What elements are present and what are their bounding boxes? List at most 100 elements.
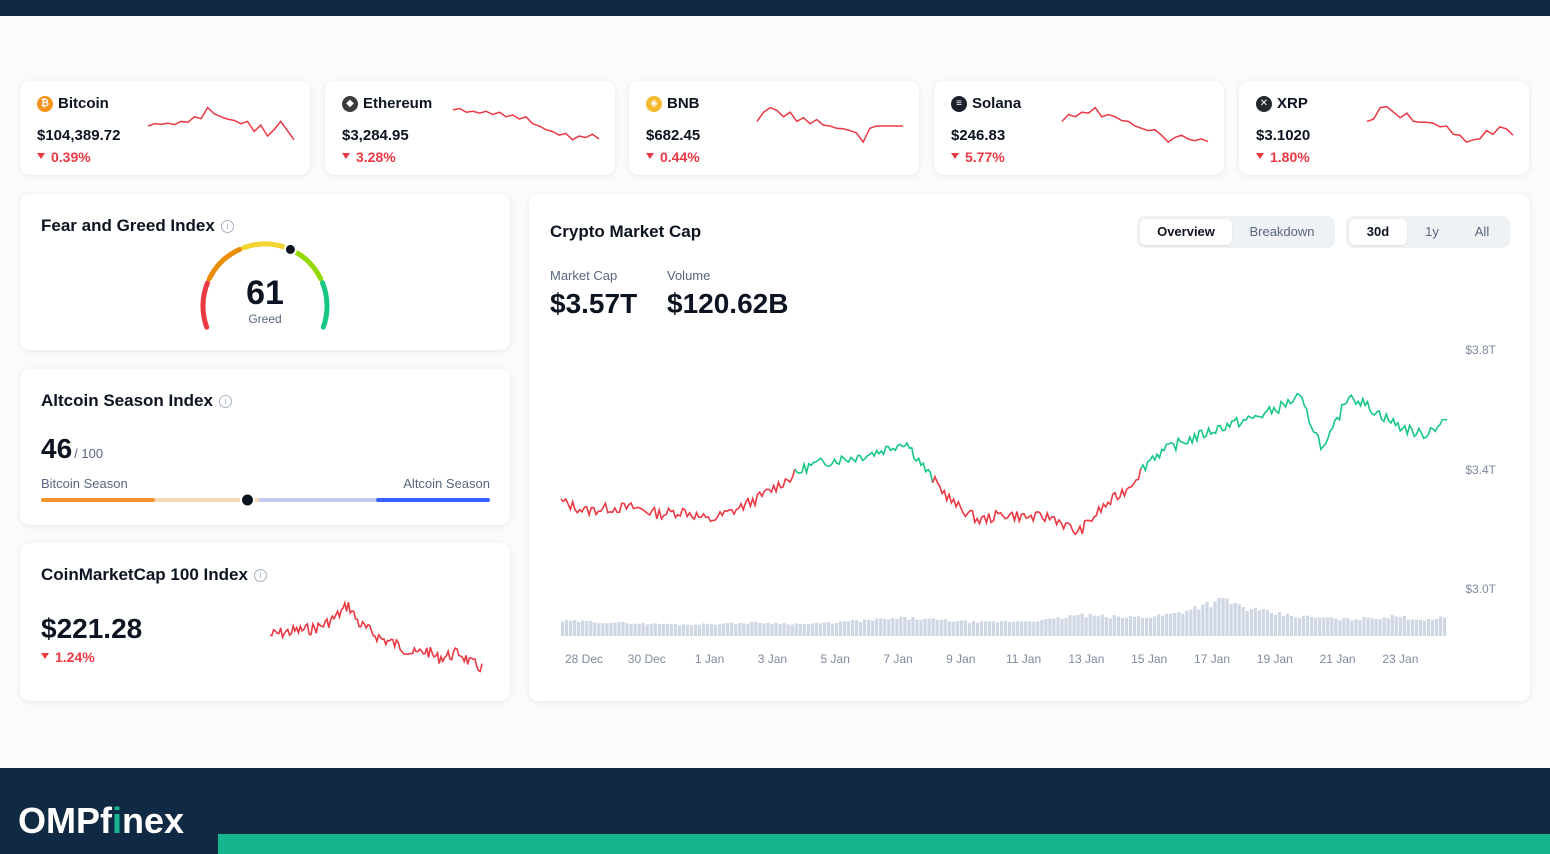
coin-card-bnb[interactable]: ◈ BNB $682.45 0.44% [629, 81, 919, 175]
volume-bar [1281, 615, 1286, 636]
range-toggle: 30d 1y All [1346, 216, 1510, 248]
market-cap-line-down-0 [560, 468, 796, 523]
altcoin-season-label: Altcoin Season [403, 476, 490, 491]
market-cap-line-up-3 [1140, 392, 1448, 473]
volume-bar [1310, 617, 1314, 636]
gauge-segment-neutral [241, 241, 289, 251]
volume-bar [750, 621, 754, 636]
tab-30d[interactable]: 30d [1349, 219, 1407, 245]
volume-bar [883, 619, 887, 636]
volume-bar [573, 620, 577, 636]
coin-change-text: 0.44% [660, 149, 700, 165]
volume-bar [1277, 612, 1282, 636]
volume-bar [625, 623, 629, 636]
volume-bar [1294, 617, 1298, 636]
fear-greed-card[interactable]: Fear and Greed Index i 61 Greed [20, 194, 510, 350]
volume-bar [935, 619, 939, 636]
volume-bar [613, 622, 617, 636]
volume-bar [1201, 604, 1205, 636]
volume-bar [1302, 615, 1306, 636]
volume-bar [1064, 618, 1068, 636]
brand-logo[interactable]: OMPfinex [18, 800, 184, 842]
y-tick-label: $3.8T [1465, 343, 1496, 357]
volume-bar [1350, 620, 1354, 636]
volume-bar [991, 621, 996, 636]
market-cap-chart[interactable]: $3.8T $3.4T $3.0T 28 Dec 30 Dec 1 Jan 3 Jan 5 … [529, 194, 1530, 701]
volume-bar [1024, 621, 1028, 636]
altcoin-season-indicator [240, 492, 255, 508]
bitcoin-icon: ₿ [37, 95, 53, 112]
gauge-indicator [283, 242, 297, 256]
volume-bar [1161, 615, 1165, 636]
volume-bar [726, 623, 730, 636]
volume-bar [818, 623, 822, 636]
volume-bar [983, 621, 988, 636]
coin-name: BNB [667, 95, 700, 112]
volume-bar [649, 623, 653, 636]
down-arrow-icon [37, 153, 45, 160]
volume-bar [931, 618, 935, 636]
volume-bar [1342, 617, 1346, 636]
coin-sparkline-line [1366, 105, 1514, 143]
volume-bar [1237, 604, 1241, 636]
volume-bar [830, 623, 834, 636]
coin-card-ethereum[interactable]: ◆ Ethereum $3,284.95 3.28% [325, 81, 615, 175]
tab-overview[interactable]: Overview [1140, 219, 1232, 245]
market-cap-line-up-1 [794, 441, 934, 483]
volume-bar [693, 624, 698, 636]
volume-bar [1185, 610, 1189, 636]
volume-bar [1390, 614, 1394, 636]
volume-bar [1249, 608, 1253, 636]
volume-bar [1044, 618, 1048, 636]
coin-header: ✕ XRP [1256, 95, 1308, 112]
tab-1y[interactable]: 1y [1425, 224, 1439, 239]
volume-bar [1318, 617, 1322, 636]
volume-bar [1443, 617, 1447, 636]
volume-bar [738, 623, 742, 636]
volume-bar [1060, 618, 1064, 636]
volume-bar [887, 619, 891, 636]
tab-all[interactable]: All [1474, 224, 1490, 239]
volume-bar [1108, 618, 1112, 636]
info-icon[interactable]: i [253, 569, 267, 583]
gauge-segment-extreme-fear [200, 280, 210, 330]
altcoin-season-card[interactable]: Altcoin Season Index i 46/ 100 Bitcoin Se… [20, 369, 510, 525]
volume-bar [778, 623, 782, 636]
volume-bar [617, 621, 621, 636]
coin-change-text: 1.80% [1270, 149, 1310, 165]
coin-change-text: 0.39% [51, 149, 91, 165]
volume-bar [1080, 613, 1084, 636]
volume-bar [589, 620, 593, 636]
coin-change: 3.28% [342, 149, 396, 165]
info-icon[interactable]: i [218, 395, 232, 409]
volume-bar [1052, 618, 1056, 636]
volume-bar [1326, 617, 1330, 636]
volume-bar [1040, 620, 1044, 636]
volume-bar [1298, 618, 1302, 636]
volume-bar [895, 618, 899, 636]
altcoin-season-title-text: Altcoin Season Index [41, 391, 213, 410]
fear-greed-title-text: Fear and Greed Index [41, 216, 215, 235]
volume-bar [786, 624, 790, 636]
volume-bar [967, 623, 971, 636]
cmc100-card[interactable]: CoinMarketCap 100 Index i $221.28 1.24% [20, 543, 510, 701]
volume-bar [718, 624, 722, 636]
market-cap-value: $3.57T [550, 288, 638, 319]
volume-bar [730, 622, 734, 636]
volume-bar [770, 624, 774, 636]
x-tick-label: 5 Jan [821, 652, 850, 666]
info-icon[interactable]: i [220, 220, 234, 234]
tab-breakdown[interactable]: Breakdown [1249, 224, 1315, 239]
volume-bar [681, 624, 685, 636]
coin-header: ◈ BNB [646, 95, 700, 112]
volume-bar [1128, 616, 1132, 636]
volume-bar [1285, 613, 1290, 636]
coin-card-xrp[interactable]: ✕ XRP $3.1020 1.80% [1239, 81, 1529, 175]
ethereum-icon: ◆ [342, 95, 358, 112]
volume-bar [1402, 616, 1406, 636]
coin-sparkline-line [452, 107, 600, 141]
coin-card-bitcoin[interactable]: ₿ Bitcoin $104,389.72 0.39% [20, 81, 310, 175]
coin-card-solana[interactable]: ≡ Solana $246.83 5.77% [934, 81, 1224, 175]
coin-price: $104,389.72 [37, 127, 121, 144]
volume-bar [1213, 601, 1217, 636]
